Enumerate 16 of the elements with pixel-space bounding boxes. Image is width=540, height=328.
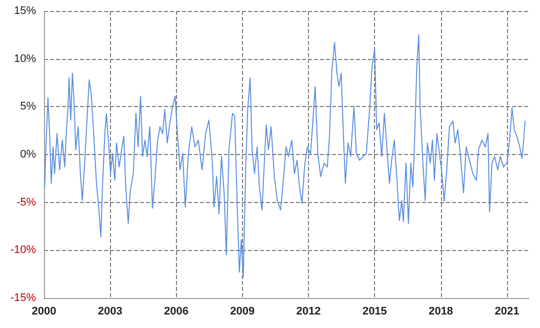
y-tick-label: 0% [20,148,36,160]
y-tick-label: -10% [10,244,36,256]
x-tick-label: 2003 [98,306,122,318]
x-tick-label: 2015 [362,306,387,318]
y-tick-label: 5% [20,100,36,113]
x-tick-label: 2009 [230,306,255,318]
x-tick-label: 2006 [164,306,189,318]
x-tick-label: 2021 [494,306,520,318]
x-tick-label: 2018 [428,306,454,318]
x-tick-label: 2000 [32,306,56,318]
y-tick-label: -15% [10,292,36,304]
x-tick-label: 2012 [296,306,321,318]
line-series [44,34,526,278]
y-tick-label: 10% [14,52,36,65]
y-tick-label: -5% [16,196,36,208]
y-tick-label: 15% [14,5,36,17]
